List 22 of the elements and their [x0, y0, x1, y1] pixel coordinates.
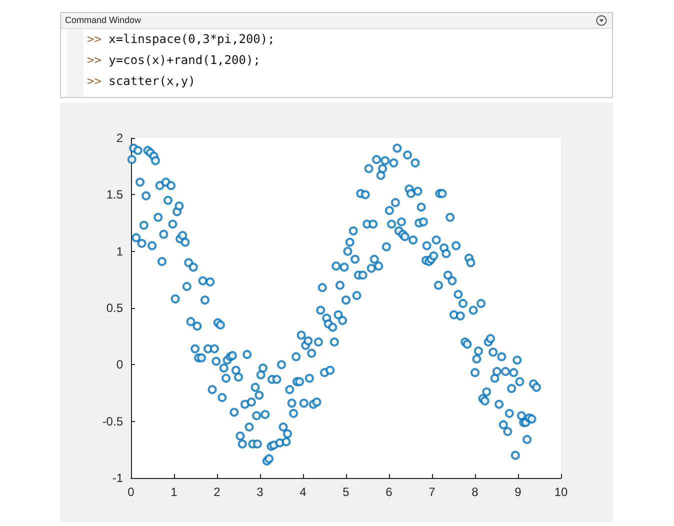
x-tick-label: 7 — [428, 485, 436, 499]
x-tick-label: 6 — [386, 485, 393, 499]
x-tick-label: 0 — [128, 485, 135, 499]
text: >> x=linspace(0,3*pi,200); — [87, 32, 275, 46]
text: >> y=cos(x)+rand(1,200); — [87, 53, 260, 67]
x-tick-label: 4 — [300, 485, 307, 499]
x-tick-label: 8 — [472, 485, 479, 499]
x-tick-label: 9 — [514, 485, 522, 499]
y-tick-label: -1 — [112, 471, 124, 485]
y-tick-label: 2 — [116, 131, 124, 145]
y-tick-label: 1 — [116, 244, 124, 258]
y-tick-label: 0 — [116, 358, 124, 372]
text: >> scatter(x,y) — [87, 74, 196, 88]
y-tick-label: 0.5 — [106, 301, 124, 315]
x-tick-label: 1 — [170, 485, 178, 499]
x-tick-label: 3 — [256, 485, 264, 499]
x-tick-label: 10 — [554, 485, 568, 499]
y-tick-label: 1.5 — [106, 188, 124, 202]
y-tick-label: -0.5 — [102, 414, 124, 428]
x-tick-label: 5 — [342, 485, 350, 499]
text: Command Window — [65, 15, 142, 25]
x-tick-label: 2 — [214, 485, 221, 499]
